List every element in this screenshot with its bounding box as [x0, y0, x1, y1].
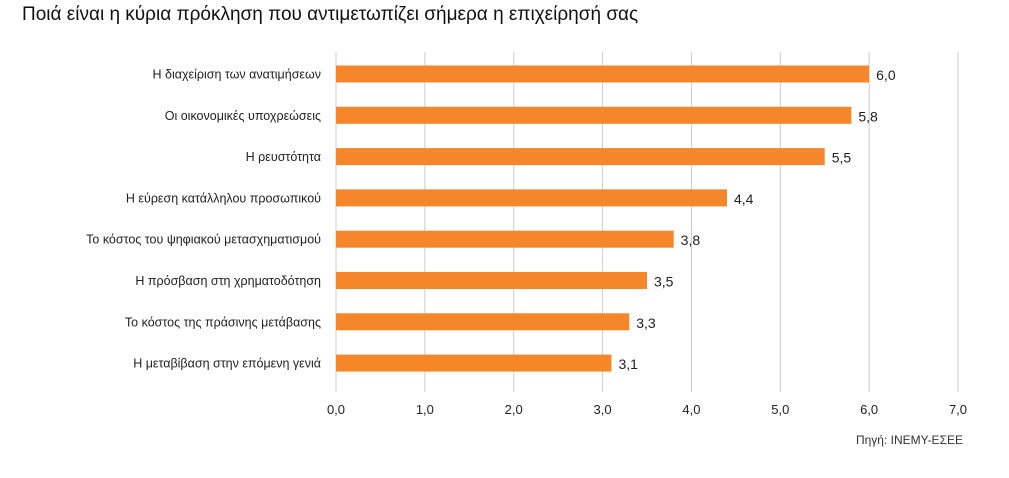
category-label: Η ρευστότητα: [246, 150, 321, 164]
x-tick-label: 2,0: [505, 402, 523, 417]
gridlines: [335, 52, 959, 392]
value-label: 3,1: [618, 356, 638, 372]
value-label: 3,3: [636, 315, 656, 331]
value-label: 3,8: [681, 232, 701, 248]
x-tick-label: 7,0: [949, 402, 967, 417]
category-label: Το κόστος του ψηφιακού μετασχηματισμού: [86, 233, 321, 247]
x-tick-label: 1,0: [416, 402, 434, 417]
value-label: 3,5: [654, 274, 674, 290]
bar: [336, 230, 674, 248]
chart-title: Ποιά είναι η κύρια πρόκληση που αντιμετω…: [22, 4, 639, 25]
value-label: 4,4: [734, 191, 754, 207]
bar: [336, 65, 870, 83]
x-tick-label: 3,0: [594, 402, 612, 417]
bar: [336, 313, 630, 331]
x-tick-label: 6,0: [860, 402, 878, 417]
category-label: Η πρόσβαση στη χρηματοδότηση: [135, 274, 321, 288]
value-label: 5,8: [858, 108, 878, 124]
labels: 0,0 1,0 2,0 3,0 4,0 5,0 6,0 7,0 Η διαχείριση των…: [86, 67, 967, 417]
x-tick-label: 4,0: [682, 402, 700, 417]
x-tick-label: 5,0: [771, 402, 789, 417]
category-label: Η μεταβίβαση στην επόμενη γενιά: [133, 357, 321, 371]
category-label: Η εύρεση κατάλληλου προσωπικού: [126, 191, 321, 205]
value-label: 6,0: [876, 67, 896, 83]
bar: [336, 106, 852, 124]
bar: [336, 354, 612, 372]
category-label: Οι οικονομικές υποχρεώσεις: [165, 109, 321, 123]
category-label: Η διαχείριση των ανατιμήσεων: [152, 68, 321, 82]
x-tick-label: 0,0: [327, 402, 345, 417]
bar: [336, 148, 825, 166]
source-note: Πηγή: ΙΝΕΜΥ-ΕΣΕΕ: [855, 433, 963, 447]
category-label: Το κόστος της πράσινης μετάβασης: [125, 315, 321, 329]
bar: [336, 272, 647, 289]
bars: [336, 65, 870, 372]
value-label: 5,5: [832, 150, 852, 166]
bar: [336, 189, 727, 207]
